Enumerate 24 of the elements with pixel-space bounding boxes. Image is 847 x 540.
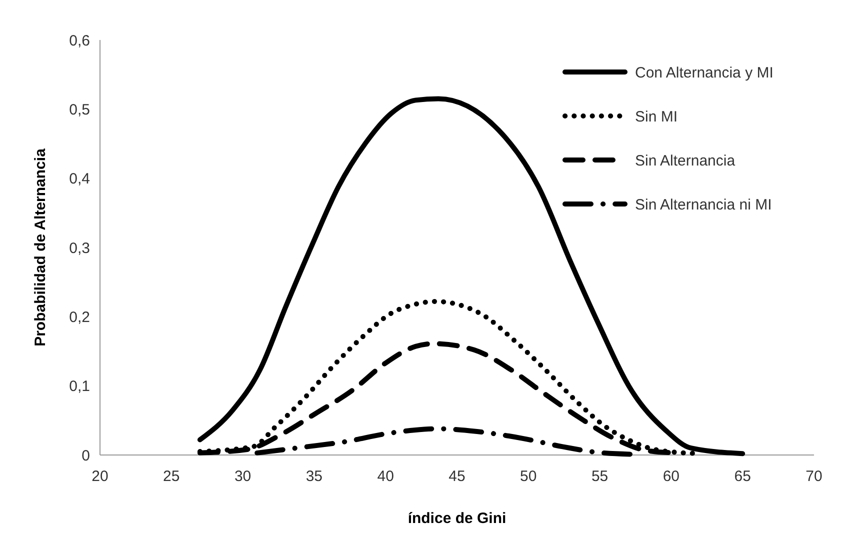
y-tick-label: 0,1 — [69, 378, 90, 396]
y-tick-label: 0,2 — [69, 308, 90, 326]
x-tick-label: 70 — [806, 468, 822, 485]
y-tick-label: 0 — [82, 447, 90, 464]
x-axis-title: índice de Gini — [408, 510, 506, 527]
x-tick-label: 45 — [448, 468, 466, 485]
legend-label: Sin Alternancia ni MI — [635, 196, 772, 214]
x-tick-label: 55 — [591, 468, 608, 485]
legend-label: Con Alternancia y MI — [635, 64, 774, 82]
y-tick-label: 0,3 — [69, 240, 90, 257]
x-tick-label: 35 — [306, 468, 323, 485]
y-axis-title: Probabilidad de Alternancia — [32, 148, 49, 346]
x-tick-label: 50 — [520, 468, 537, 485]
x-tick-label: 30 — [234, 468, 252, 485]
x-tick-label: 40 — [377, 468, 394, 485]
y-tick-label: 0,4 — [69, 170, 90, 188]
y-tick-label: 0,6 — [69, 32, 90, 50]
legend-label: Sin Alternancia — [635, 152, 736, 170]
y-tick-label: 0,5 — [69, 101, 90, 118]
legend-label: Sin MI — [635, 108, 678, 126]
x-tick-label: 60 — [662, 468, 680, 485]
x-tick-label: 65 — [734, 468, 751, 485]
x-tick-label: 20 — [92, 468, 108, 485]
x-tick-label: 25 — [163, 468, 180, 485]
